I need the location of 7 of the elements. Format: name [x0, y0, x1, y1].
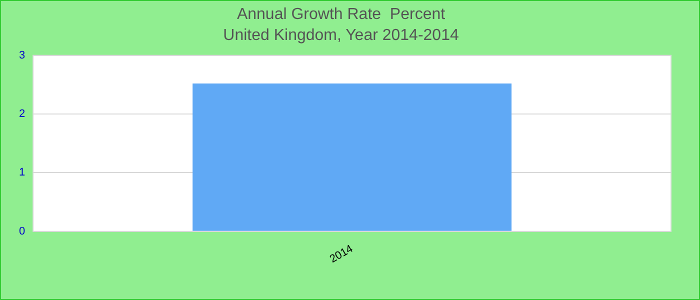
- y-tick-label: 1: [18, 166, 26, 179]
- chart-subtitle: United Kingdom, Year 2014-2014: [223, 27, 459, 44]
- y-tick-label: 0: [18, 225, 26, 238]
- x-tick-label: 2014: [328, 242, 356, 266]
- y-tick-label: 3: [18, 49, 26, 62]
- y-tick-label: 2: [18, 108, 26, 120]
- chart-title: Annual Growth Rate Percent: [236, 6, 446, 24]
